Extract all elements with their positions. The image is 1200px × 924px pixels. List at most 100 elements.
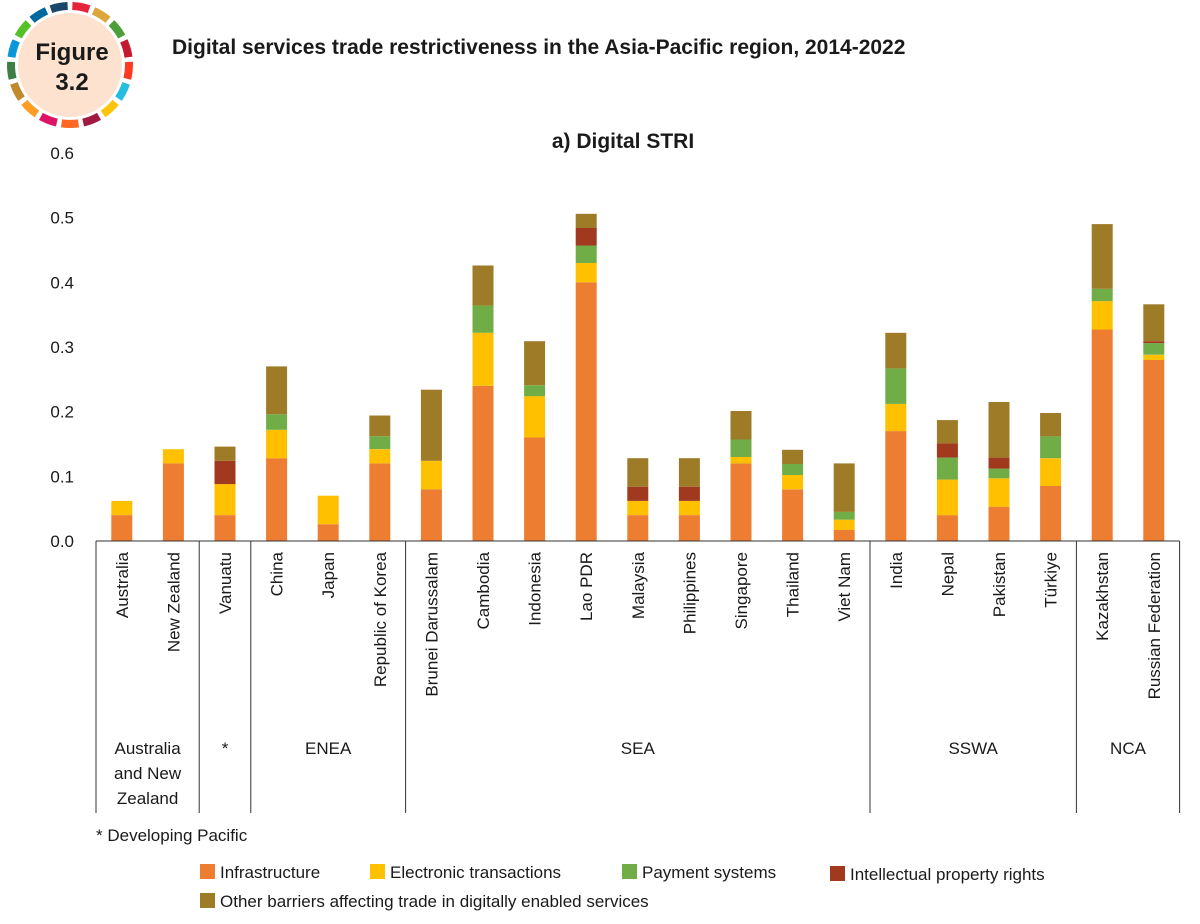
x-axis: Australia New Zealand Vanuatu China Japan Rep…	[96, 540, 1180, 699]
bar-segment	[782, 464, 804, 475]
badge-ring-segment	[39, 112, 58, 127]
bar-segment	[885, 431, 907, 541]
x-tick-label: Kazakhstan	[1093, 552, 1112, 641]
bar-segment	[936, 457, 958, 480]
x-tick-label: China	[268, 551, 287, 596]
x-tick-label: Indonesia	[526, 551, 545, 625]
badge-ring-segment	[21, 99, 40, 118]
bar-segment	[266, 366, 288, 415]
badge-ring-segment	[115, 82, 130, 101]
bar-segment	[833, 519, 855, 530]
badge-line2: 3.2	[55, 69, 88, 96]
badge-ring-segment	[108, 20, 126, 39]
bar-segment	[472, 265, 494, 306]
badge-ring-segment	[14, 20, 32, 39]
legend: Infrastructure Electronic transactions Pay…	[200, 863, 1045, 911]
x-tick-label: Lao PDR	[577, 552, 596, 621]
bar-segment	[833, 530, 855, 541]
bar-segment	[678, 500, 700, 516]
y-axis: 0.0 0.1 0.2 0.3 0.4 0.5 0.6	[50, 144, 74, 551]
bar-segment	[420, 489, 442, 541]
bar-segment	[162, 463, 184, 541]
bar-segment	[782, 475, 804, 490]
x-tick-label: Viet Nam	[835, 552, 854, 622]
bar-segment	[627, 500, 649, 516]
y-tick-label: 0.2	[50, 403, 74, 422]
badge-ring-segment	[7, 61, 17, 80]
x-tick-label: Philippines	[680, 552, 699, 634]
bar-segment	[317, 524, 339, 541]
x-tick-label: Nepal	[938, 552, 957, 596]
badge-ring-segment	[120, 39, 133, 58]
badge-ring-segment	[10, 82, 25, 101]
badge-ring-segment	[100, 99, 119, 118]
badge-ring-segment	[49, 2, 68, 13]
x-tick-label: Cambodia	[474, 551, 493, 629]
bar-segment	[472, 305, 494, 333]
x-tick-label: Republic of Korea	[371, 551, 390, 687]
bar-segment	[1040, 486, 1062, 541]
bar-segment	[214, 515, 236, 541]
group-label: and New	[114, 764, 182, 783]
bar-segment	[266, 458, 288, 541]
x-tick-label: Brunei Darussalam	[422, 552, 441, 697]
bar-segment	[1091, 301, 1113, 330]
bar-segment	[214, 446, 236, 461]
bar-segment	[627, 458, 649, 487]
legend-label: Payment systems	[642, 863, 776, 882]
legend-label: Infrastructure	[220, 863, 320, 882]
badge-line1: Figure	[35, 39, 108, 66]
bar-segment	[936, 479, 958, 516]
bar-segment	[988, 468, 1010, 479]
bar-segment	[782, 449, 804, 464]
bar-segment	[988, 457, 1010, 469]
bar-segment	[1143, 354, 1165, 360]
bar-segment	[1143, 304, 1165, 342]
badge-ring-segment	[82, 112, 101, 127]
group-label: SEA	[621, 739, 656, 758]
legend-label: Other barriers affecting trade in digita…	[220, 892, 649, 911]
x-tick-label: Vanuatu	[216, 552, 235, 614]
bar-segment	[575, 282, 597, 541]
bar-segment	[678, 486, 700, 501]
y-tick-label: 0.0	[50, 532, 74, 551]
bar-segment	[162, 449, 184, 464]
bar-segment	[885, 332, 907, 369]
bar-segment	[885, 368, 907, 404]
bar-segment	[369, 415, 391, 437]
footnote: * Developing Pacific	[96, 826, 248, 845]
bar-segment	[1143, 359, 1165, 541]
bar-segment	[936, 443, 958, 458]
badge-ring-segment	[123, 61, 133, 80]
badge-ring-segment	[60, 119, 80, 128]
bar-segment	[1040, 436, 1062, 459]
bar-segment	[266, 429, 288, 459]
x-tick-label: Pakistan	[990, 552, 1009, 617]
badge-disc	[18, 13, 122, 117]
bar-segment	[214, 460, 236, 485]
group-label: ENEA	[305, 739, 352, 758]
bar-segment	[936, 420, 958, 444]
group-label: *	[222, 739, 229, 758]
x-tick-label: Australia	[113, 551, 132, 618]
bar-segment	[730, 463, 752, 541]
y-tick-label: 0.4	[50, 273, 74, 292]
legend-label: Electronic transactions	[390, 863, 561, 882]
legend-swatch	[200, 893, 215, 908]
bar-segment	[575, 213, 597, 228]
bar-segment	[1040, 413, 1062, 437]
bar-segment	[369, 449, 391, 464]
bar-segment	[111, 500, 133, 516]
badge-ring-segment	[7, 39, 20, 58]
bar-segment	[988, 402, 1010, 458]
bar-segment	[111, 515, 133, 541]
y-tick-label: 0.1	[50, 467, 74, 486]
legend-swatch	[622, 864, 637, 879]
bar-segment	[885, 403, 907, 432]
x-tick-label: Russian Federation	[1145, 552, 1164, 699]
group-label: NCA	[1110, 739, 1147, 758]
bar-segment	[730, 439, 752, 457]
x-tick-label: New Zealand	[164, 552, 183, 652]
y-tick-label: 0.6	[50, 144, 74, 163]
